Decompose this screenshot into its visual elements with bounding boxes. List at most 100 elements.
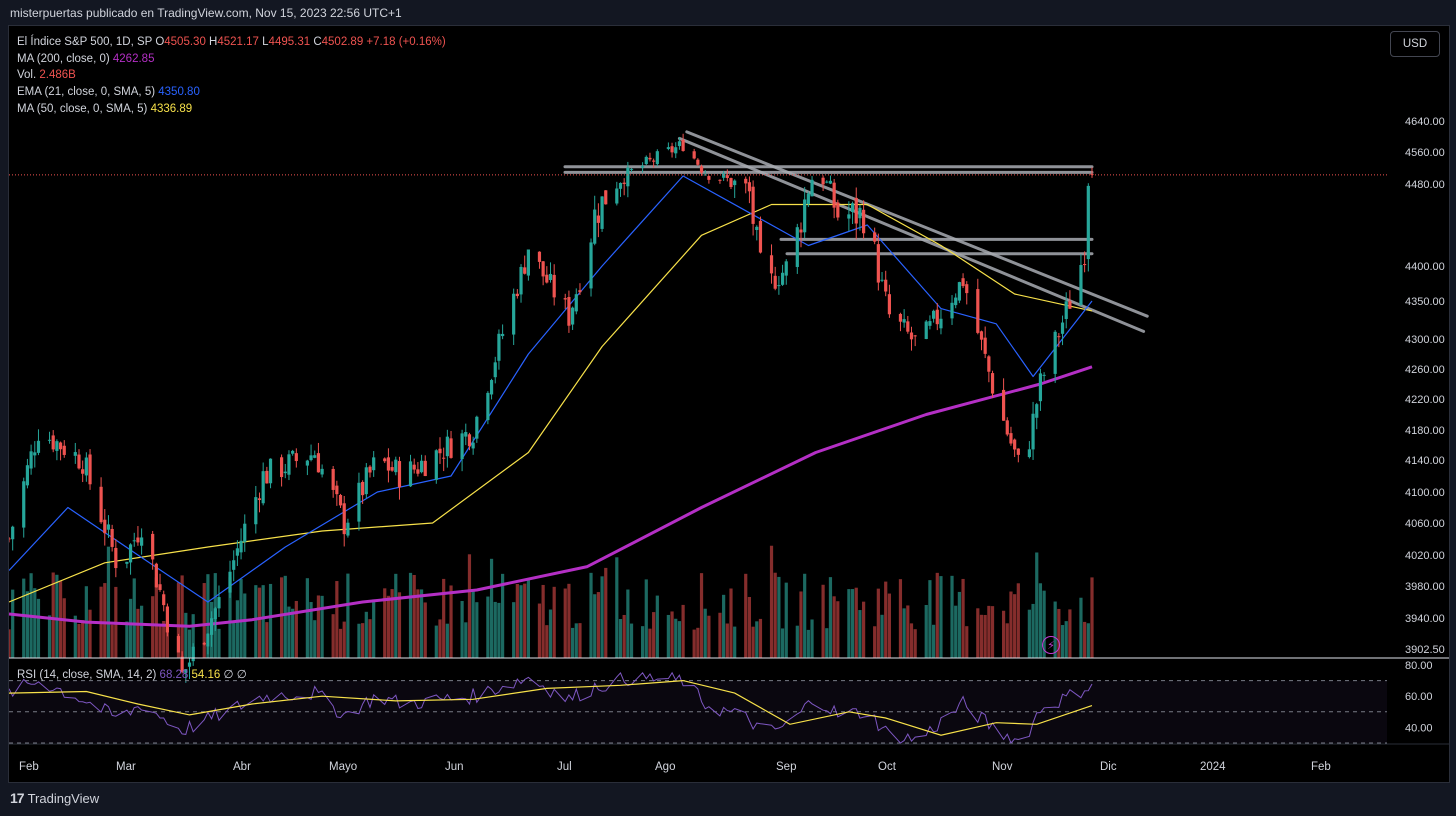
volume-bar [652,612,656,658]
candle-body [825,181,829,183]
volume-bar [357,623,361,658]
candle-body [1031,413,1035,450]
volume-bar [489,558,494,658]
candle-body [596,215,600,223]
volume-bar [854,587,858,658]
x-tick-label: Nov [992,761,1013,773]
y-tick-label: 4140.00 [1405,455,1445,467]
change-value: +7.18 (+0.16%) [366,36,446,48]
volume-bar [493,601,497,658]
volume-bar [821,584,825,658]
candle-body [320,468,324,475]
y-tick-label: 4180.00 [1405,425,1445,437]
candle-body [217,597,221,609]
volume-bar [110,624,114,658]
candle-body [574,294,578,312]
candle-body [987,356,991,372]
rsi-value: 68.28 [159,669,189,681]
candle-body [423,460,427,477]
legend-ohlc-row: El Índice S&P 500, 1D, SP O4505.30 H4521… [17,34,446,51]
volume-bar [1068,609,1072,658]
candle-body [125,561,129,564]
volume-bar [541,584,545,658]
legend-ema21-row[interactable]: EMA (21, close, 0, SMA, 5) 4350.80 [17,84,446,101]
high-value: 4521.17 [217,36,259,48]
volume-bar [202,583,206,658]
candle-body [228,571,232,593]
candle-body [419,460,424,473]
volume-bar [589,572,593,658]
rsi-extra-2: ∅ [236,669,247,681]
candle-body [416,469,420,474]
candle-body [990,373,995,394]
y-tick-label: 4560.00 [1405,147,1445,159]
candle-body [1038,373,1043,402]
x-tick-label: Feb [1311,761,1331,773]
volume-bar [884,581,888,658]
candle-body [372,457,376,471]
volume-bar [434,625,438,658]
candle-body [25,465,30,486]
rsi-legend[interactable]: RSI (14, close, SMA, 14, 2) 68.28 54.16 … [17,667,247,681]
candle-body [552,274,556,298]
volume-bar [1060,625,1065,658]
x-tick-label: Feb [19,761,39,773]
candle-body [563,298,567,300]
candle-body [902,319,906,323]
candle-body [803,199,807,233]
volume-bar [419,589,424,658]
candle-body [722,173,726,178]
volume-bar [648,628,652,658]
volume-bar [733,626,737,658]
y-tick-label: 4020.00 [1405,550,1445,562]
candle-body [1042,374,1046,376]
candle-body [858,207,862,219]
candle-body [1083,264,1087,266]
candle-body [279,457,284,478]
candle-body [1005,420,1009,435]
volume-bar [305,578,309,658]
legend-ma200-row[interactable]: MA (200, close, 0) 4262.85 [17,51,446,68]
legend-ma50-row[interactable]: MA (50, close, 0, SMA, 5) 4336.89 [17,101,446,118]
candle-body [652,160,656,162]
legend-vol-row[interactable]: Vol. 2.486B [17,67,446,84]
volume-bar [313,620,317,658]
volume-bar [987,605,991,658]
volume-bar [187,629,192,658]
volume-bar [640,626,645,658]
currency-button[interactable]: USD [1390,31,1440,57]
volume-bar [445,623,449,658]
candle-body [103,519,107,534]
candle-body [489,380,494,395]
volume-bar [294,600,298,658]
trendline [685,130,1149,318]
chart-frame[interactable]: 4502.89 4640.00 4560.00 4480.00 4400.00 4350… [8,25,1450,783]
candle-body [84,457,88,476]
candle-body [55,441,59,451]
candle-body [1001,389,1006,421]
volume-bar [486,596,490,658]
volume-bar [335,581,339,658]
x-tick-label: 2024 [1200,761,1226,773]
volume-bar [364,611,368,658]
candle-body [287,454,291,475]
candle-body [449,438,453,458]
candle-body [165,606,169,633]
candle-body [460,433,464,460]
volume-bar [51,572,55,658]
candle-body [593,209,597,244]
volume-bar [519,585,523,658]
candle-body [408,461,413,487]
lightning-icon[interactable]: ⚡ [1042,636,1060,654]
candle-body [784,261,788,276]
candle-body [780,272,785,285]
candle-body [386,457,391,471]
candle-body [674,147,678,154]
volume-bar [909,623,914,658]
candle-body [615,188,619,204]
chart-svg[interactable]: 4502.89 4640.00 4560.00 4480.00 4400.00 4350… [9,26,1449,782]
volume-bar [703,608,707,658]
volume-bar [873,626,877,658]
candle-body [799,229,803,233]
volume-bar [935,572,939,658]
